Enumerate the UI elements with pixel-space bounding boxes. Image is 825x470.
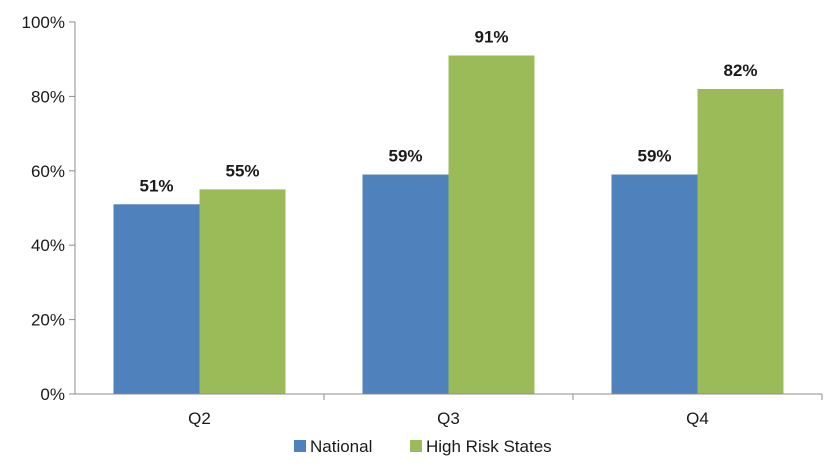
bar-high-risk-states-q3 bbox=[448, 55, 535, 394]
y-axis-ticks: 0% 20% 40% 60% 80% 100% bbox=[22, 13, 75, 404]
legend-label: High Risk States bbox=[426, 437, 552, 456]
y-tick-label: 100% bbox=[22, 13, 65, 32]
bar-high-risk-states-q2 bbox=[199, 189, 286, 394]
legend-swatch-high-risk-states bbox=[410, 440, 422, 452]
y-tick-label: 0% bbox=[40, 385, 65, 404]
data-label: 82% bbox=[723, 61, 757, 80]
x-axis-categories: Q2 Q3 Q4 bbox=[188, 394, 823, 428]
bars bbox=[113, 55, 784, 395]
y-tick-label: 60% bbox=[31, 162, 65, 181]
data-label: 51% bbox=[139, 176, 173, 195]
legend-swatch-national bbox=[294, 440, 306, 452]
data-labels: 51% 55% 59% 91% 59% 82% bbox=[139, 27, 757, 195]
bar-national-q2 bbox=[113, 204, 200, 394]
bar-national-q4 bbox=[611, 174, 698, 394]
y-tick-label: 40% bbox=[31, 236, 65, 255]
data-label: 91% bbox=[474, 27, 508, 46]
bar-national-q3 bbox=[362, 174, 449, 394]
legend: National High Risk States bbox=[294, 437, 552, 456]
data-label: 59% bbox=[637, 147, 671, 166]
y-tick-label: 20% bbox=[31, 311, 65, 330]
bar-high-risk-states-q4 bbox=[697, 88, 784, 395]
legend-label: National bbox=[310, 437, 372, 456]
x-category-label: Q2 bbox=[188, 409, 211, 428]
data-label: 55% bbox=[225, 161, 259, 180]
y-tick-label: 80% bbox=[31, 87, 65, 106]
data-label: 59% bbox=[388, 147, 422, 166]
x-category-label: Q4 bbox=[686, 409, 709, 428]
x-category-label: Q3 bbox=[437, 409, 460, 428]
